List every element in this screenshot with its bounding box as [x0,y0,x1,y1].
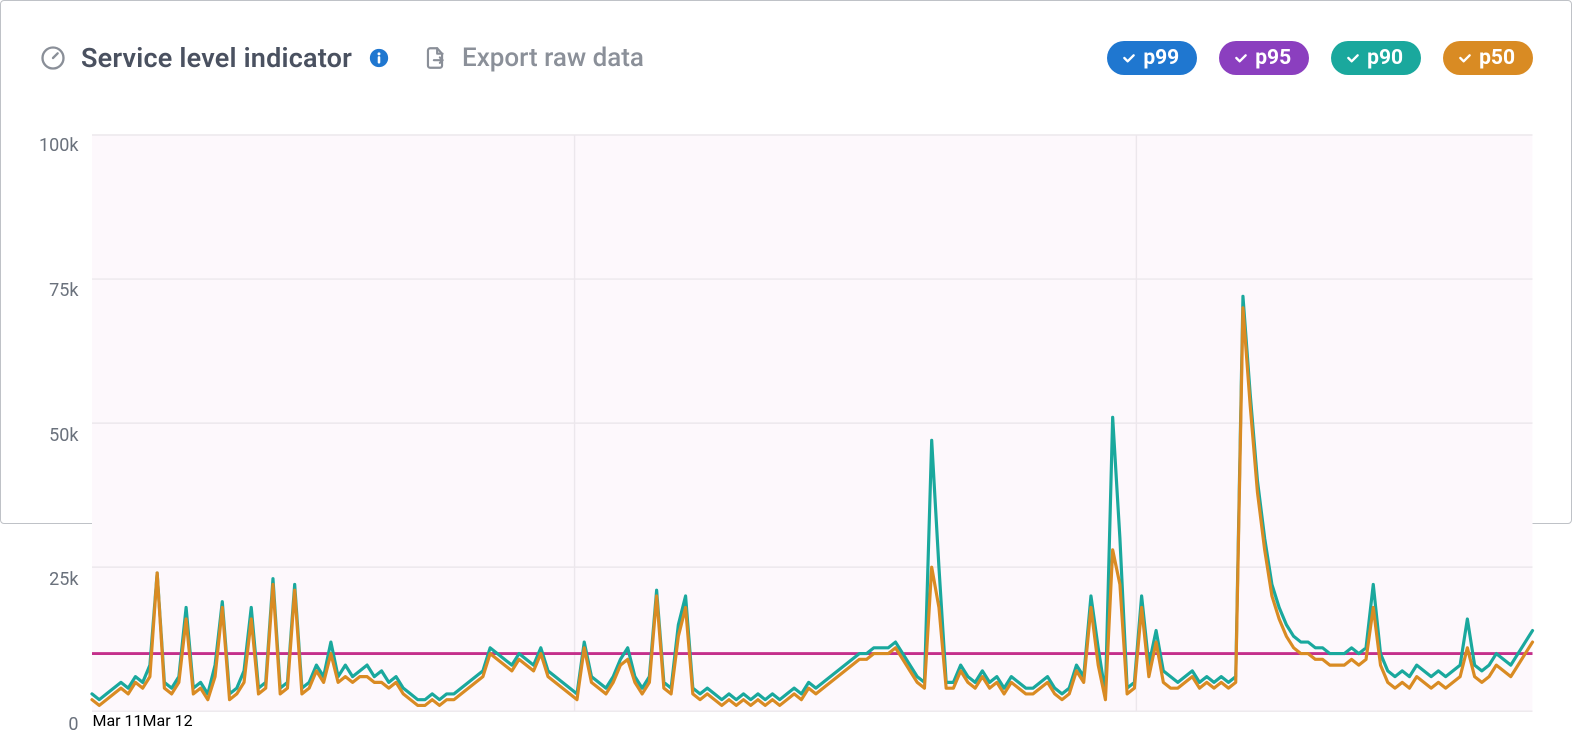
y-tick-label: 75k [49,280,78,301]
legend-badge-p90[interactable]: p90 [1331,41,1421,75]
legend-badge-p99[interactable]: p99 [1107,41,1197,75]
sli-panel: Service level indicator Export raw data … [0,0,1572,524]
y-tick-label: 50k [49,425,78,446]
plot[interactable] [92,135,1533,711]
check-icon [1345,50,1361,66]
info-icon[interactable] [368,47,390,69]
export-label[interactable]: Export raw data [462,43,644,73]
chart-area: 100k 75k 50k 25k 0 Mar 11Mar 12 [39,135,1533,735]
legend-badge-p95[interactable]: p95 [1219,41,1309,75]
legend-label: p95 [1255,46,1291,70]
y-tick-label: 25k [49,569,78,590]
chart-svg [92,135,1533,711]
x-axis-labels: Mar 11Mar 12 [92,711,1533,735]
legend-badges: p99 p95 p90 p50 [1107,41,1533,75]
gauge-icon [39,44,67,72]
y-tick-label: 0 [68,714,78,735]
y-axis-labels: 100k 75k 50k 25k 0 [39,135,92,735]
legend-label: p90 [1367,46,1403,70]
legend-badge-p50[interactable]: p50 [1443,41,1533,75]
check-icon [1121,50,1137,66]
legend-label: p50 [1479,46,1515,70]
check-icon [1233,50,1249,66]
legend-label: p99 [1143,46,1179,70]
panel-title: Service level indicator [81,42,352,74]
panel-header: Service level indicator Export raw data … [39,41,1533,75]
x-tick-label: Mar 12 [143,711,193,730]
x-tick-label: Mar 11 [92,711,142,730]
y-tick-label: 100k [39,135,78,156]
check-icon [1457,50,1473,66]
export-icon[interactable] [422,45,448,71]
